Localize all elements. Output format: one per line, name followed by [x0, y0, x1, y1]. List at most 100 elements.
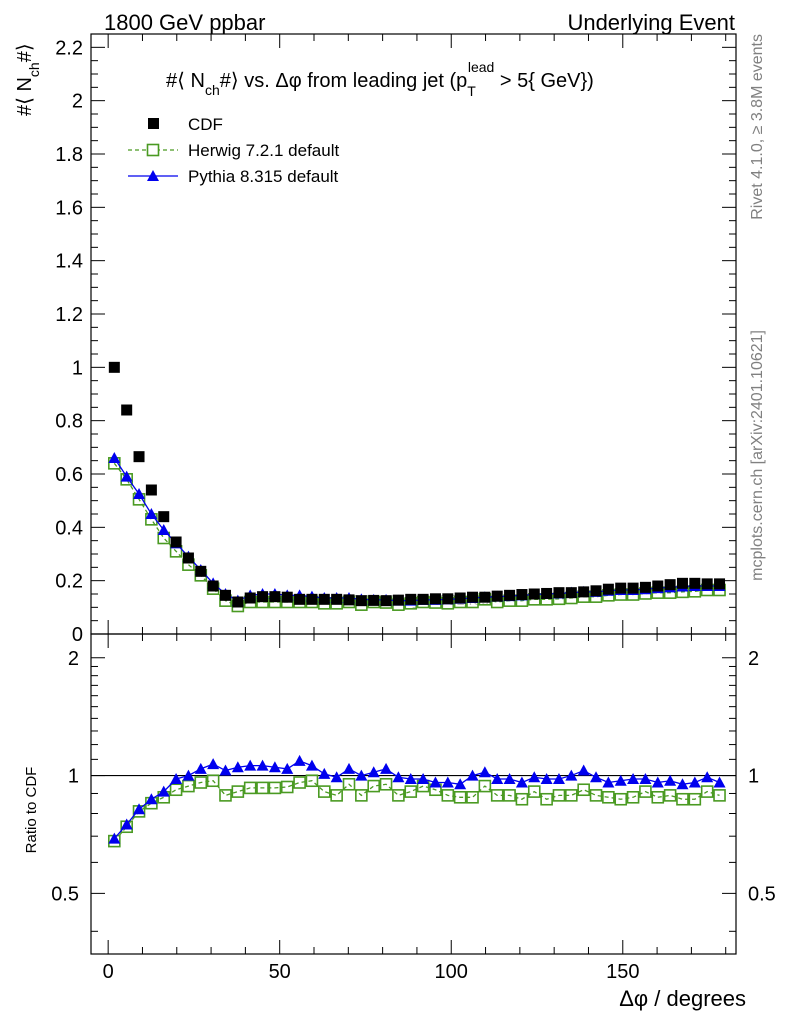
ratio-herwig-point-9: [219, 789, 232, 802]
cdf-point-11: [244, 592, 256, 604]
cdf-point-26: [429, 593, 441, 605]
pythia-point-0: [108, 452, 121, 463]
ratio-herwig-point-48: [700, 785, 714, 798]
ratio-herwig-point-15: [293, 776, 306, 789]
legend-label-cdf: CDF: [188, 115, 223, 134]
title-part-a: #⟨ N: [166, 70, 205, 92]
ratio-herwig-point-37: [565, 789, 578, 802]
title-part-c: > 5{ GeV}): [494, 70, 594, 92]
title-sup-lead: lead: [468, 59, 494, 75]
x-axis-label: Δφ / degrees: [619, 986, 746, 1011]
ratio-pythia-point-35: [540, 772, 553, 784]
title-sub-ch: ch: [205, 82, 220, 98]
ratio-herwig-point-47: [688, 792, 702, 806]
ratio-pythia-point-34: [528, 771, 541, 783]
ratio-y-tick-label-right-2: 2: [748, 648, 759, 670]
ratio-herwig-point-33: [515, 792, 529, 806]
cdf-point-25: [417, 593, 429, 605]
ratio-pythia-point-18: [330, 771, 343, 783]
main-y-tick-label-5: 1: [72, 357, 83, 379]
y-label-main: #⟨ N: [14, 77, 36, 116]
ratio-pythia-point-12: [256, 759, 269, 771]
ratio-y-tick-label-2: 2: [68, 648, 79, 670]
ratio-pythia-point-21: [367, 766, 380, 778]
cdf-point-20: [355, 595, 367, 607]
ratio-herwig-point-5: [169, 783, 183, 797]
ratio-pythia-point-19: [343, 762, 355, 774]
cdf-point-32: [504, 589, 516, 601]
ratio-herwig-point-43: [639, 785, 652, 798]
cdf-point-12: [257, 591, 269, 603]
cdf-point-3: [145, 484, 157, 496]
ratio-pythia-point-13: [268, 761, 281, 773]
ratio-herwig-point-17: [317, 785, 331, 798]
main-y-tick-label-1: 0.2: [55, 571, 83, 593]
ratio-herwig-point-32: [503, 789, 516, 802]
cdf-point-21: [368, 594, 380, 606]
ratio-herwig-point-38: [577, 783, 590, 797]
ratio-herwig-point-13: [268, 781, 282, 795]
y-label-sub: ch: [26, 62, 42, 77]
cdf-point-19: [343, 594, 355, 606]
cdf-point-40: [602, 583, 614, 595]
cdf-point-33: [516, 589, 528, 601]
rivet-label: Rivet 4.1.0, ≥ 3.8M events: [749, 34, 766, 220]
ratio-y-tick-label-right-0: 0.5: [748, 883, 776, 905]
ratio-herwig-point-7: [194, 776, 208, 789]
ratio-herwig-point-35: [540, 792, 553, 806]
title-sub-t: T: [467, 83, 476, 99]
cdf-point-16: [306, 593, 318, 605]
pythia-point-1: [120, 470, 133, 482]
cdf-point-13: [269, 591, 281, 603]
ratio-pythia-point-39: [590, 771, 603, 783]
cdf-point-28: [454, 592, 466, 604]
ratio-herwig-point-14: [280, 780, 294, 794]
ratio-pythia-point-17: [318, 767, 331, 779]
ratio-y-axis-label: Ratio to CDF: [23, 767, 40, 854]
ratio-herwig-point-12: [256, 781, 269, 795]
cdf-point-14: [281, 591, 293, 603]
ratio-pythia-point-30: [478, 766, 491, 778]
cdf-point-27: [442, 593, 454, 605]
ratio-pythia-point-32: [503, 772, 516, 784]
ratio-herwig-point-45: [663, 789, 677, 802]
cdf-point-1: [121, 404, 133, 416]
cdf-point-9: [219, 589, 231, 601]
ratio-herwig-point-49: [713, 789, 726, 802]
ratio-herwig-point-36: [552, 789, 566, 802]
cdf-point-24: [405, 593, 417, 605]
cdf-point-45: [664, 579, 676, 591]
ratio-frame: [90, 633, 737, 955]
main-panel: CDF_2001_S4751469 #⟨ Nch#⟩ vs. Δφ from l…: [14, 33, 737, 646]
pythia-point-3: [145, 508, 158, 519]
ratio-pythia-point-8: [207, 758, 220, 770]
pythia-point-4: [157, 524, 170, 535]
ratio-pythia-point-40: [602, 776, 615, 788]
mcplots-label: mcplots.cern.ch [arXiv:2401.10621]: [749, 330, 766, 581]
cdf-point-41: [615, 582, 627, 594]
cdf-point-4: [158, 511, 170, 523]
cdf-point-17: [318, 593, 330, 605]
ratio-pythia-point-10: [231, 761, 244, 773]
ratio-pythia-point-14: [281, 762, 294, 774]
cdf-point-36: [553, 587, 565, 599]
ratio-herwig-point-11: [243, 781, 257, 795]
main-y-tick-label-2: 0.4: [55, 517, 83, 539]
ratio-pythia-point-36: [552, 772, 565, 784]
header-left: 1800 GeV ppbar: [104, 10, 265, 35]
ratio-pythia-point-7: [194, 762, 207, 774]
ratio-herwig-point-27: [441, 789, 455, 802]
ratio-pythia-point-37: [565, 769, 578, 781]
ratio-herwig-series-line: [113, 780, 720, 842]
x-tick-label-2: 100: [435, 961, 468, 983]
cdf-point-34: [528, 588, 540, 600]
legend-marker-pythia: [147, 170, 159, 181]
ratio-pythia-point-22: [380, 762, 393, 774]
x-tick-label-3: 150: [606, 961, 639, 983]
legend-marker-cdf: [148, 118, 159, 129]
ratio-pythia-point-25: [417, 772, 430, 784]
ratio-y-tick-label-0: 0.5: [51, 883, 79, 905]
cdf-point-10: [232, 596, 244, 608]
ratio-y-tick-label-right-1: 1: [748, 766, 759, 788]
